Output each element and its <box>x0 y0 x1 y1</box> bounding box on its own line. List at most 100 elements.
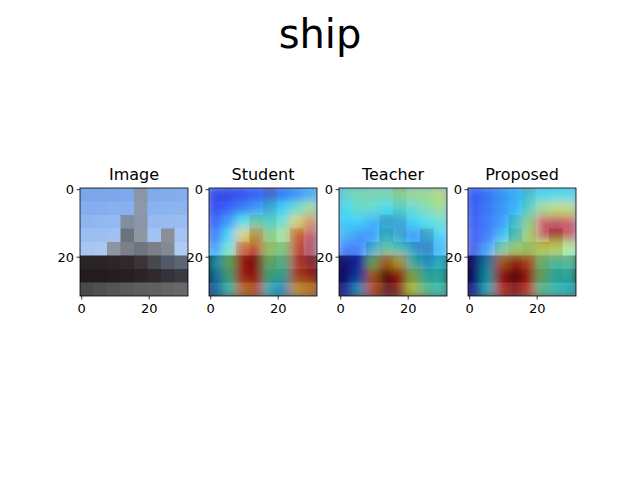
heat-cell <box>276 269 291 284</box>
plot-area <box>468 188 576 296</box>
x-tick <box>210 296 211 300</box>
heat-cell <box>468 255 482 270</box>
heat-cell <box>495 242 510 257</box>
image-cell <box>223 256 237 270</box>
image-cell <box>407 229 421 243</box>
heat-cell <box>535 201 550 216</box>
heat-cell <box>433 228 447 243</box>
heat-cell <box>379 242 394 257</box>
image-cell <box>121 256 135 270</box>
heat-cell <box>481 201 496 216</box>
image-cell <box>495 242 509 256</box>
heat-cell <box>468 242 482 257</box>
image-cell <box>236 269 250 283</box>
heat-cell <box>495 269 510 284</box>
heat-cell <box>495 215 510 230</box>
y-tick <box>206 189 210 190</box>
heat-cell <box>535 255 550 270</box>
panel-title: Student <box>232 165 295 184</box>
image-cell <box>353 256 367 270</box>
image-cell <box>393 215 407 229</box>
heat-cell <box>508 242 523 257</box>
heatmap <box>339 188 447 296</box>
image-cell <box>263 188 277 202</box>
x-tick <box>469 296 470 300</box>
image-cell <box>420 188 434 202</box>
image-cell <box>161 256 175 270</box>
y-tick-label: 20 <box>57 250 74 265</box>
image-cell <box>495 215 509 229</box>
heat-cell <box>222 282 237 296</box>
heat-cell <box>522 269 537 284</box>
image-cell <box>522 283 536 297</box>
image-cell <box>107 242 121 256</box>
image-cell <box>250 283 264 297</box>
heat-cell <box>366 282 381 296</box>
plot-area <box>339 188 447 296</box>
image-cell <box>482 215 496 229</box>
image-cell <box>339 269 353 283</box>
image-cell <box>393 202 407 216</box>
heat-cell <box>352 255 367 270</box>
image-cell <box>121 242 135 256</box>
image-cell <box>549 202 563 216</box>
heat-cell <box>420 269 435 284</box>
image-cell <box>304 242 318 256</box>
heat-cell <box>535 282 550 296</box>
image-cell <box>290 269 304 283</box>
image-cell <box>563 229 577 243</box>
image-cell <box>161 215 175 229</box>
x-tick-label: 0 <box>466 301 474 316</box>
axes-frame <box>209 188 317 296</box>
heat-cell <box>249 188 264 202</box>
heat-cell <box>352 282 367 296</box>
image-cell <box>536 229 550 243</box>
image-cell <box>509 242 523 256</box>
image-cell <box>223 215 237 229</box>
image-cell <box>393 269 407 283</box>
image-cell <box>482 256 496 270</box>
image-cell <box>148 256 162 270</box>
image-cell <box>339 215 353 229</box>
heat-cell <box>420 201 435 216</box>
image-cell <box>434 215 448 229</box>
heat-cell <box>393 269 408 284</box>
heat-cell <box>562 269 576 284</box>
image-cell <box>236 188 250 202</box>
heat-cell <box>379 188 394 202</box>
heat-cell <box>393 228 408 243</box>
image-cell <box>482 188 496 202</box>
heat-cell <box>209 188 223 202</box>
heat-cell <box>209 242 223 257</box>
heat-cell <box>303 269 317 284</box>
image-cell <box>250 256 264 270</box>
panel-title: Image <box>109 165 159 184</box>
image-cell <box>468 256 482 270</box>
image-cell <box>80 215 94 229</box>
image-cell <box>304 215 318 229</box>
image-cell <box>468 215 482 229</box>
heat-cell <box>339 255 353 270</box>
image-cell <box>236 202 250 216</box>
heat-cell <box>562 215 576 230</box>
image-cell <box>134 229 148 243</box>
heat-cell <box>433 215 447 230</box>
image-cell <box>161 269 175 283</box>
heat-cell <box>249 242 264 257</box>
image-cell <box>94 215 108 229</box>
image-cell <box>250 188 264 202</box>
image-cell <box>407 256 421 270</box>
image-cell <box>353 215 367 229</box>
heat-cell <box>393 282 408 296</box>
image-cell <box>175 269 189 283</box>
y-tick-label: 20 <box>186 250 203 265</box>
heat-cell <box>339 242 353 257</box>
image-cell <box>482 283 496 297</box>
image-cell <box>563 202 577 216</box>
image-cell <box>420 283 434 297</box>
heat-cell <box>420 228 435 243</box>
image-cell <box>290 256 304 270</box>
x-tick <box>278 296 279 300</box>
image-cell <box>420 202 434 216</box>
image-cell <box>380 256 394 270</box>
